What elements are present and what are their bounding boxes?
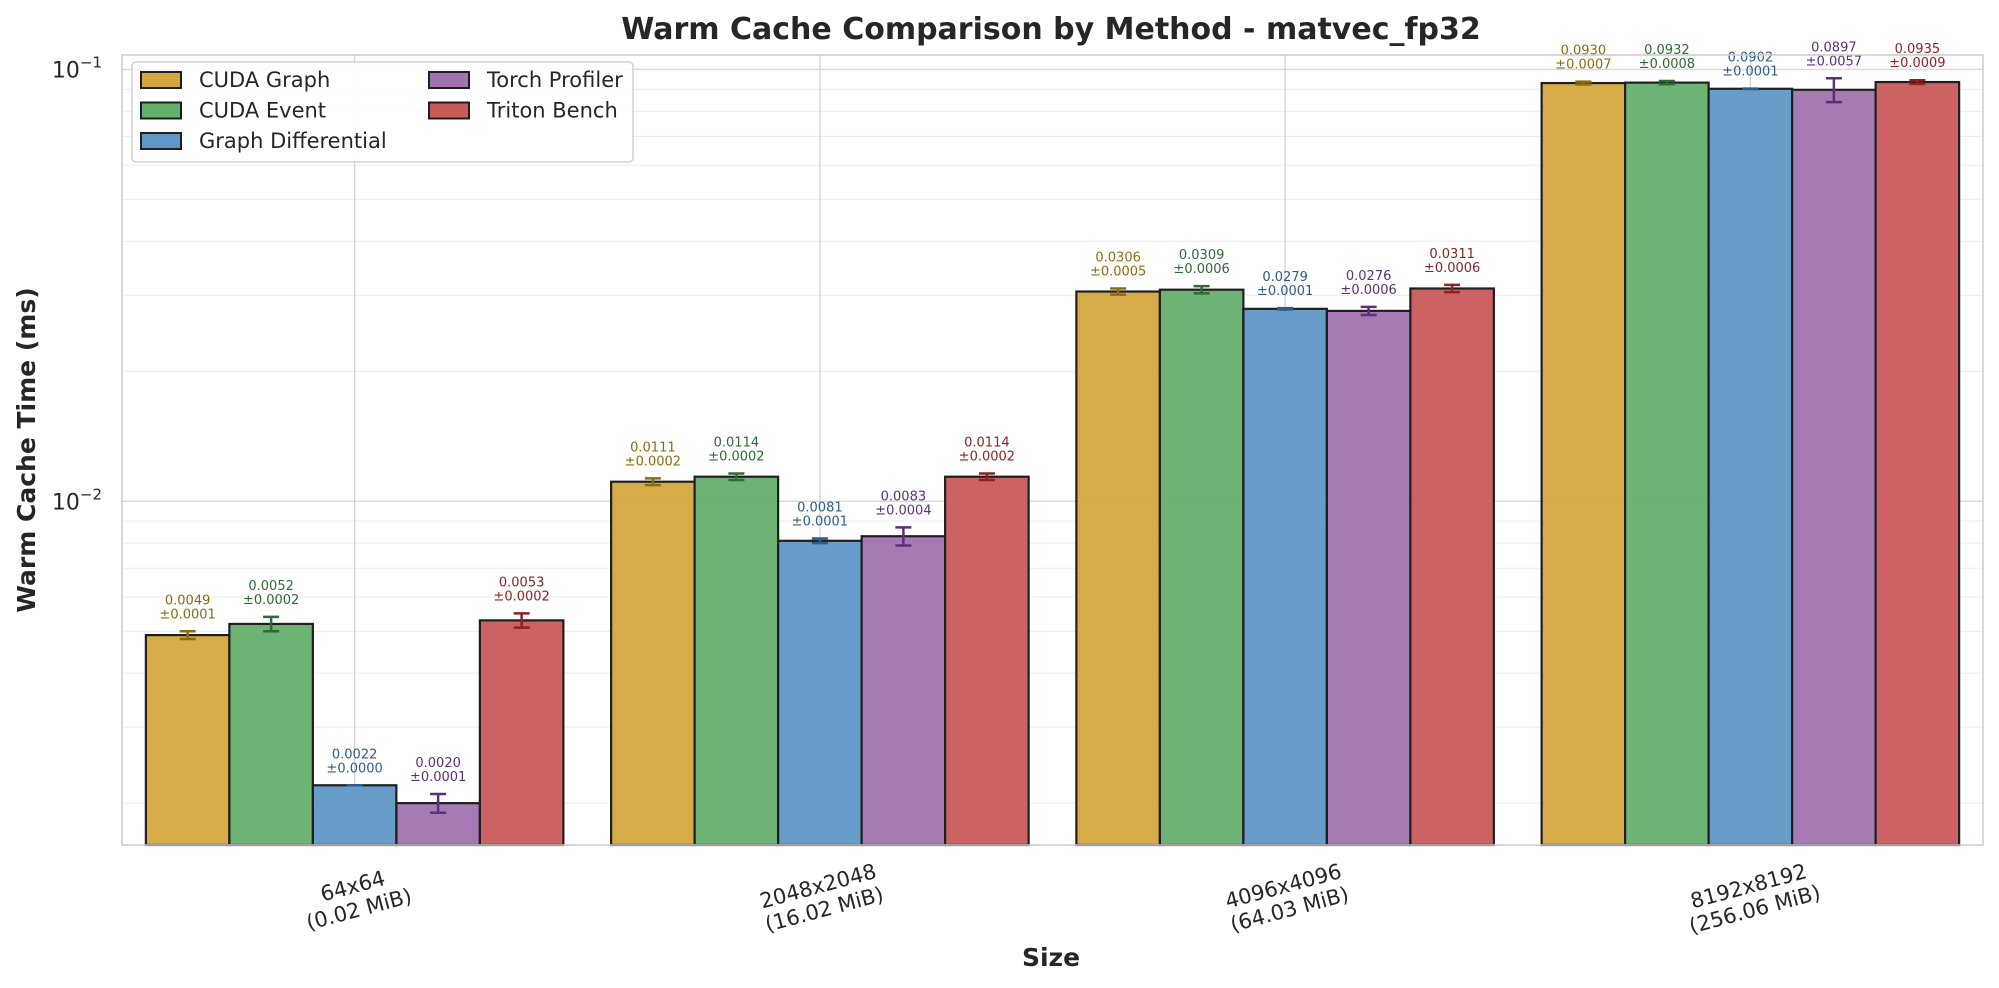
legend-swatch [140, 71, 182, 89]
data-label-error: ±0.0006 [1173, 262, 1229, 277]
legend-entry: Triton Bench [486, 99, 618, 123]
data-label-error: ±0.0002 [493, 589, 549, 604]
legend-swatch [140, 101, 182, 120]
bar [1409, 287, 1495, 847]
data-label-error: ±0.0009 [1889, 56, 1945, 71]
bar [693, 475, 780, 847]
bar [144, 633, 231, 847]
bar [777, 539, 863, 847]
data-label-value: 0.0114 [964, 435, 1010, 450]
data-label-value: 0.0020 [415, 756, 461, 771]
data-label-value: 0.0279 [1262, 270, 1308, 285]
bar [228, 622, 314, 847]
data-label-value: 0.0081 [797, 501, 843, 516]
data-label-value: 0.0049 [165, 593, 211, 608]
bars [144, 77, 1961, 847]
data-label-value: 0.0052 [248, 579, 294, 594]
data-label-value: 0.0111 [630, 440, 676, 455]
data-label-error: ±0.0001 [410, 770, 466, 785]
data-label-value: 0.0306 [1095, 250, 1141, 265]
data-label-error: ±0.0006 [1340, 283, 1396, 298]
y-tick-base: 10 [52, 58, 80, 83]
legend-swatch [428, 101, 470, 120]
data-label-value: 0.0311 [1429, 247, 1475, 262]
bar [1158, 288, 1245, 847]
data-label-value: 0.0053 [499, 575, 545, 590]
y-tick-exponent: −2 [80, 485, 102, 503]
data-label-value: 0.0083 [881, 489, 927, 504]
x-axis-title: Size [1022, 943, 1080, 972]
bar [1242, 307, 1328, 847]
data-label-value: 0.0114 [714, 435, 760, 450]
data-label-value: 0.0022 [332, 747, 378, 762]
y-tick-label: 10−2 [52, 485, 102, 515]
plot-frame [121, 54, 1984, 846]
legend-entry: Torch Profiler [486, 68, 623, 92]
data-label-error: ±0.0002 [625, 454, 681, 469]
legend-swatch [140, 132, 182, 150]
legend: CUDA Graph CUDA Event Graph Differential To… [131, 61, 634, 163]
y-axis-ticks: 10−210−1 [52, 53, 102, 515]
data-label-error: ±0.0001 [792, 515, 848, 530]
legend-box [131, 61, 634, 163]
data-label-value: 0.0902 [1728, 51, 1774, 66]
bar [610, 480, 696, 847]
y-tick-label: 10−1 [52, 53, 102, 83]
legend-entry: CUDA Graph [199, 68, 330, 92]
data-label-error: ±0.0000 [326, 761, 382, 776]
legend-swatch [428, 71, 470, 89]
data-label-value: 0.0276 [1346, 269, 1392, 284]
data-label-value: 0.0309 [1179, 248, 1225, 263]
y-tick-base: 10 [52, 490, 80, 515]
bar [1624, 81, 1710, 847]
bar [1325, 309, 1412, 847]
data-label-value: 0.0897 [1811, 40, 1857, 55]
data-label-value: 0.0930 [1561, 44, 1607, 59]
data-label-error: ±0.0007 [1555, 58, 1611, 73]
y-tick-exponent: −1 [80, 53, 102, 71]
data-label-error: ±0.0001 [1722, 65, 1778, 80]
data-label-error: ±0.0057 [1806, 54, 1862, 69]
data-label-value: 0.0932 [1644, 43, 1690, 58]
data-label-error: ±0.0004 [875, 503, 931, 518]
bar [1707, 87, 1794, 847]
bar [1075, 290, 1161, 847]
data-label-error: ±0.0001 [1257, 284, 1313, 299]
bar [860, 535, 947, 847]
data-label-value: 0.0935 [1895, 42, 1941, 57]
data-label-error: ±0.0002 [959, 449, 1015, 464]
data-label-error: ±0.0006 [1424, 261, 1480, 276]
bar [1540, 81, 1627, 847]
data-label-error: ±0.0005 [1090, 264, 1146, 279]
bar [1791, 88, 1877, 847]
bar [478, 619, 565, 847]
bar [944, 475, 1030, 847]
y-axis-title: Warm Cache Time (ms) [12, 287, 41, 612]
data-label-error: ±0.0002 [708, 449, 764, 464]
data-label-error: ±0.0008 [1639, 57, 1695, 72]
data-label-error: ±0.0001 [159, 607, 215, 622]
chart-title: Warm Cache Comparison by Method - matvec… [621, 12, 1481, 47]
bar [311, 784, 398, 847]
data-labels: 0.0049±0.00010.0111±0.00020.0306±0.00050… [159, 40, 1945, 785]
bar [1874, 80, 1961, 847]
legend-entry: Graph Differential [199, 129, 387, 153]
legend-entry: CUDA Event [199, 99, 326, 123]
data-label-error: ±0.0002 [243, 593, 299, 608]
